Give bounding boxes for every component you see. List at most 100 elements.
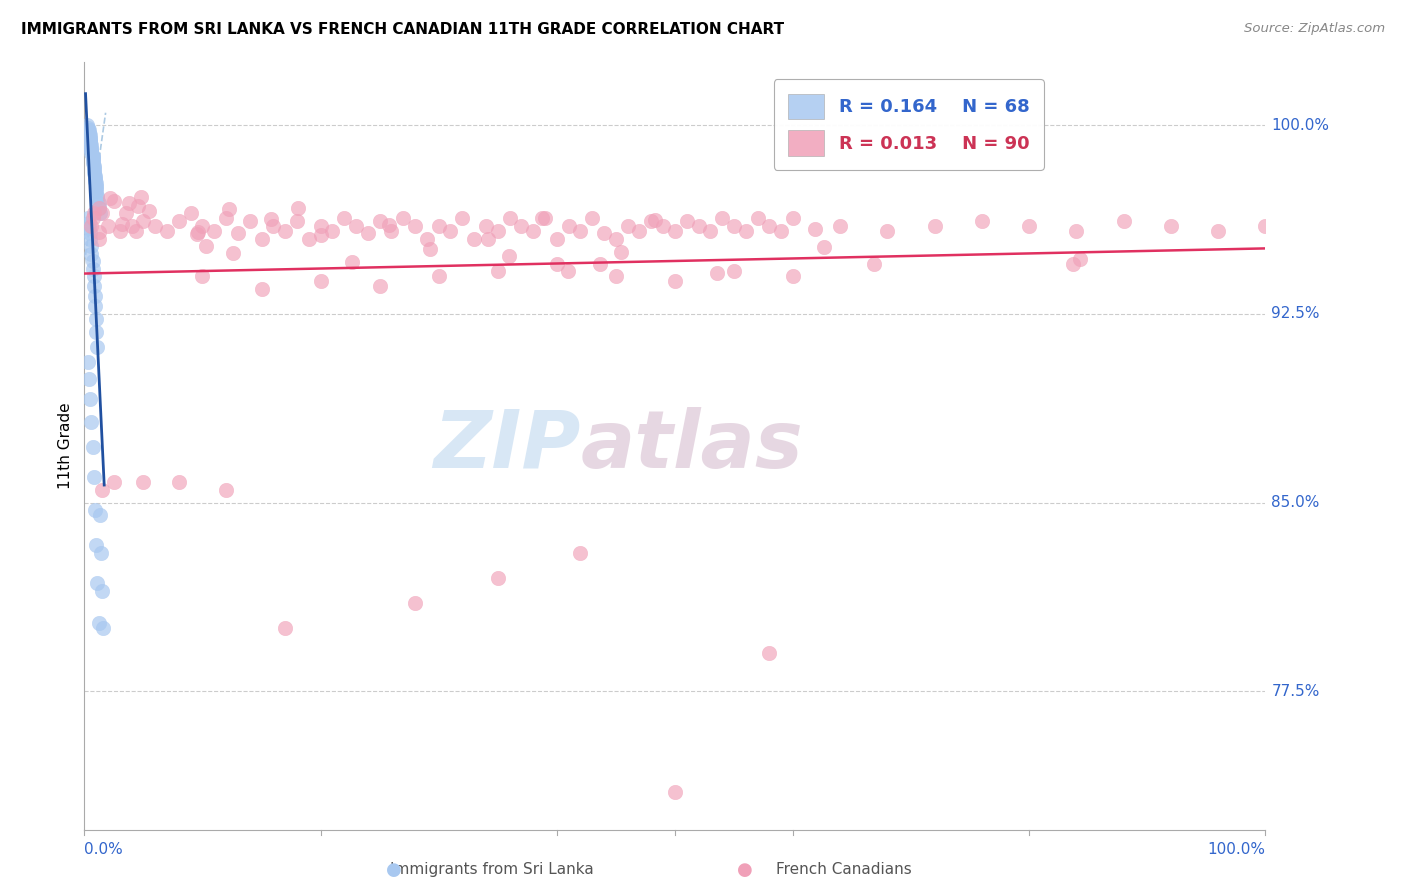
Point (89, 508, 111, 523)
Point (557, 263, 579, 277)
Point (250, 282, 273, 296)
Point (111, 217, 134, 231)
Point (589, 257, 612, 271)
Point (309, 219, 332, 233)
Point (333, 211, 356, 226)
Point (87, 196, 110, 211)
Point (82, 254, 104, 268)
Text: ●: ● (737, 861, 754, 879)
Point (486, 264, 509, 278)
Point (593, 227, 616, 241)
Point (80, 144, 103, 158)
Point (80, 138, 103, 153)
Point (664, 274, 686, 288)
Point (534, 211, 557, 226)
Point (79, 133, 101, 147)
Point (83, 470, 105, 484)
Point (77, 216, 100, 230)
Point (91, 206, 114, 220)
Text: atlas: atlas (581, 407, 803, 485)
Point (711, 211, 734, 226)
Point (87, 202, 110, 216)
Point (1018, 219, 1040, 233)
Point (80, 146, 103, 161)
Point (862, 257, 884, 271)
Point (664, 785, 686, 799)
Point (84, 538, 107, 552)
Point (79, 227, 101, 241)
Point (218, 202, 240, 217)
Point (770, 224, 793, 238)
Point (1112, 214, 1135, 228)
Point (97, 219, 120, 233)
Point (87, 202, 110, 216)
Point (706, 266, 728, 280)
Point (87, 231, 110, 245)
Point (77, 221, 100, 235)
Point (79, 138, 101, 153)
Legend: R = 0.164    N = 68, R = 0.013    N = 90: R = 0.164 N = 68, R = 0.013 N = 90 (773, 79, 1043, 170)
Point (82, 153, 104, 168)
Point (404, 219, 426, 233)
Text: French Canadians: French Canadians (776, 863, 911, 877)
Point (77, 126, 100, 140)
Point (98, 191, 121, 205)
Point (1069, 252, 1091, 266)
Point (84, 178, 107, 193)
Point (215, 211, 238, 226)
Point (569, 224, 592, 238)
Point (215, 483, 238, 497)
Point (191, 269, 214, 284)
Point (876, 224, 898, 238)
Point (378, 219, 401, 233)
Point (103, 475, 125, 490)
Text: IMMIGRANTS FROM SRI LANKA VS FRENCH CANADIAN 11TH GRADE CORRELATION CHART: IMMIGRANTS FROM SRI LANKA VS FRENCH CANA… (21, 22, 785, 37)
Point (138, 204, 160, 219)
Point (688, 219, 710, 233)
Point (82, 440, 104, 454)
Point (1206, 224, 1229, 238)
Point (758, 219, 780, 233)
Point (80, 141, 103, 155)
Point (498, 211, 520, 226)
Point (84, 184, 107, 198)
Point (87, 225, 110, 239)
Point (782, 211, 804, 226)
Point (546, 257, 568, 271)
Point (309, 227, 332, 242)
Point (125, 224, 148, 238)
Text: ZIP: ZIP (433, 407, 581, 485)
Point (80, 239, 103, 253)
Point (143, 219, 166, 233)
Point (77, 123, 100, 137)
Point (80, 415, 103, 429)
Point (664, 224, 686, 238)
Point (83, 159, 105, 173)
Text: 100.0%: 100.0% (1271, 118, 1329, 133)
Point (87, 616, 110, 631)
Point (167, 214, 190, 228)
Point (605, 231, 627, 245)
Point (498, 249, 520, 263)
Point (82, 261, 104, 276)
Point (89, 206, 111, 220)
Point (439, 224, 461, 238)
Point (321, 224, 343, 238)
Point (79, 231, 101, 245)
Point (404, 596, 426, 610)
Point (222, 246, 245, 260)
Point (84, 325, 107, 339)
Point (82, 151, 104, 165)
Point (344, 219, 367, 233)
Point (84, 174, 107, 188)
Point (427, 269, 450, 284)
Point (86, 340, 108, 354)
Point (782, 269, 804, 284)
Point (675, 214, 697, 228)
Point (522, 224, 544, 238)
Point (180, 206, 202, 220)
Point (77, 372, 100, 386)
Point (830, 219, 852, 233)
Point (79, 392, 101, 407)
Point (569, 546, 592, 560)
